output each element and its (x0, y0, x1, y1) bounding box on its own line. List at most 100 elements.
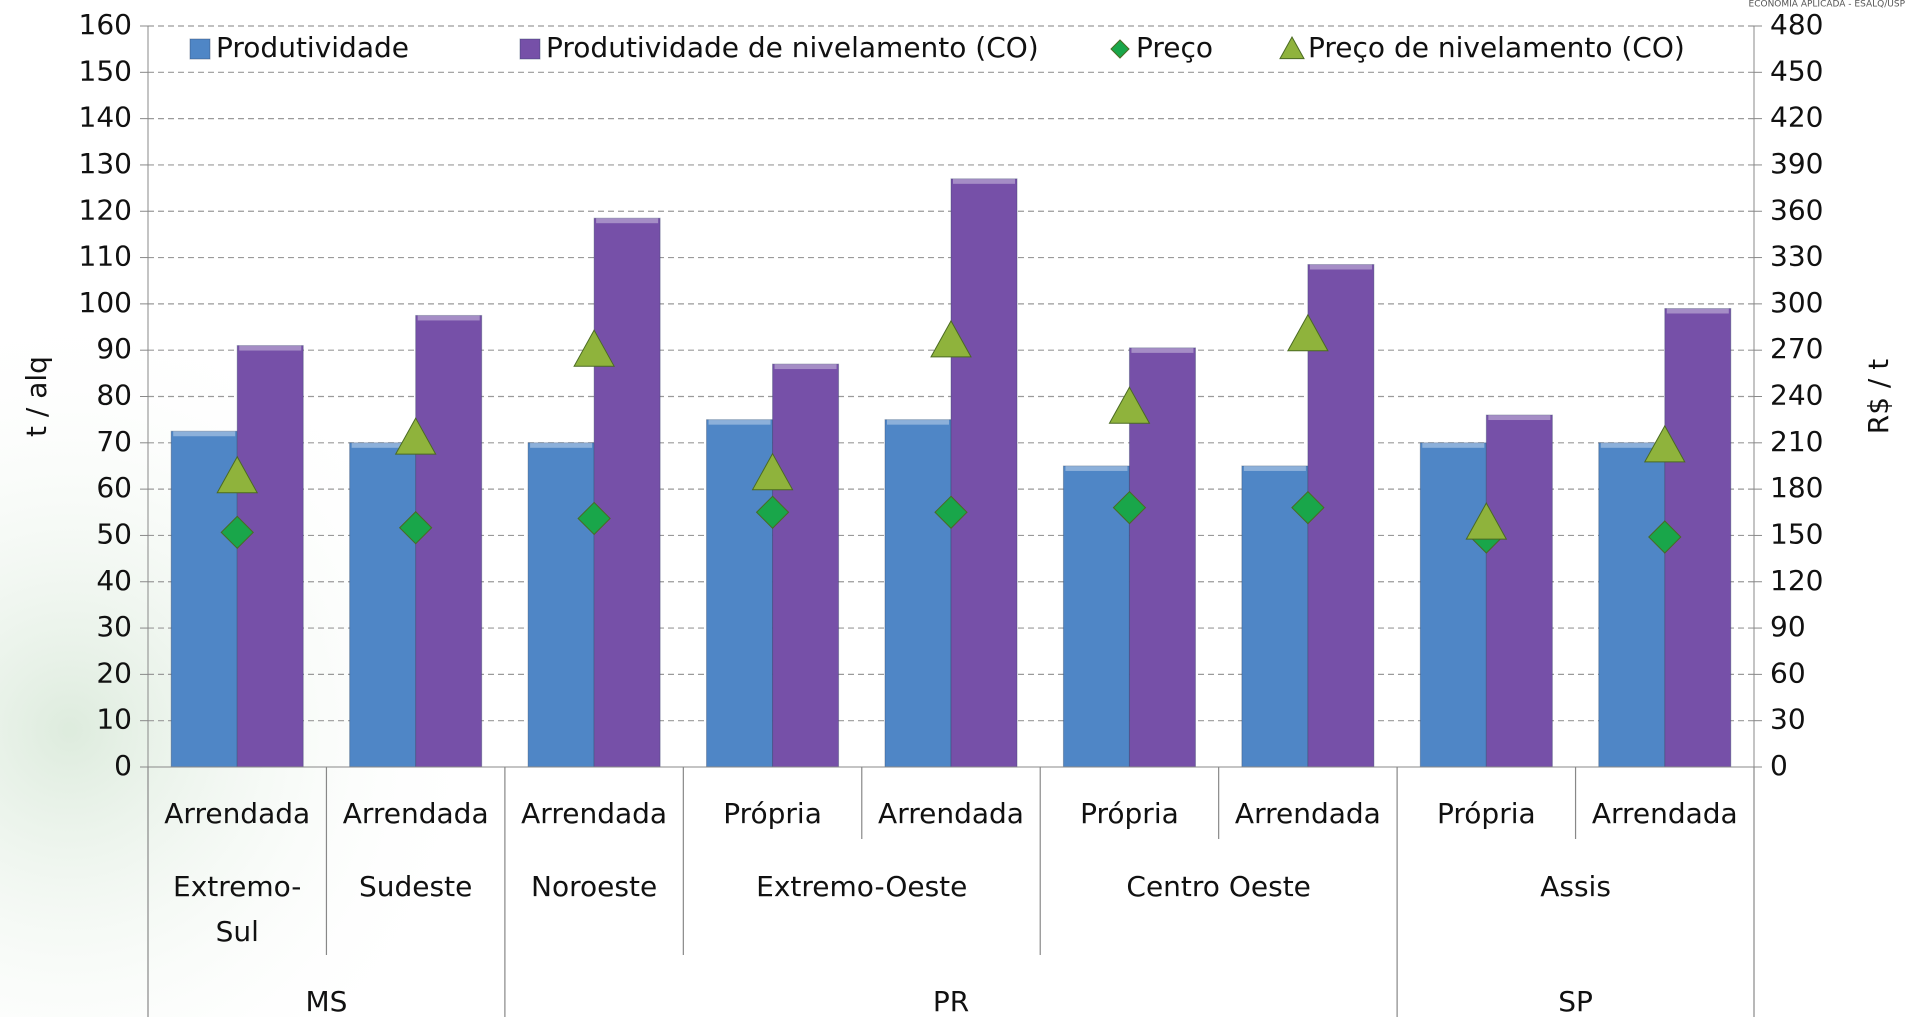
y2-tick-label: 180 (1770, 471, 1823, 504)
y2-tick-label: 360 (1770, 193, 1823, 226)
y2-tick-label: 390 (1770, 147, 1823, 180)
diamond-marker (577, 501, 611, 536)
bar (236, 345, 304, 768)
bar (1485, 414, 1553, 768)
triangle-marker (1287, 313, 1329, 352)
y2-tick-label: 480 (1770, 8, 1823, 41)
diamond-marker (1112, 490, 1147, 525)
bar (772, 363, 840, 768)
category-label: Arrendada (164, 797, 310, 830)
bar-highlight (774, 364, 837, 370)
y2-tick-label: 60 (1770, 656, 1806, 689)
y2-tick-label: 300 (1770, 286, 1823, 319)
legend-swatch (1110, 39, 1130, 59)
y2-tick-label: 240 (1770, 379, 1823, 412)
y-tick-label: 10 (96, 703, 132, 736)
bar (349, 442, 417, 768)
y-tick-label: 90 (96, 332, 132, 365)
diamond-marker (220, 515, 254, 550)
legend-swatch (1279, 35, 1305, 60)
bar (415, 314, 483, 768)
region-label: Extremo-Oeste (756, 870, 967, 903)
bar-highlight (417, 315, 480, 321)
y2-tick-label: 330 (1770, 240, 1823, 273)
category-label: Própria (1437, 797, 1536, 830)
y2-tick-label: 0 (1770, 749, 1788, 782)
logo-text: ECONOMIA APLICADA - ESALQ/USP (1749, 0, 1906, 10)
category-label: Arrendada (878, 797, 1024, 830)
category-label: Própria (723, 797, 822, 830)
legend-swatch (189, 38, 211, 60)
bar-highlight (1488, 415, 1551, 421)
y2-tick-label: 450 (1770, 54, 1823, 87)
triangle-marker (394, 417, 437, 455)
bar-highlight (530, 442, 593, 448)
y2-tick-label: 150 (1770, 517, 1823, 550)
bar-highlight (1422, 442, 1485, 448)
bar-highlight (708, 419, 771, 425)
group-label: MS (305, 985, 347, 1017)
triangle-marker (1465, 502, 1508, 540)
triangle-marker (930, 319, 972, 358)
region-label: Centro Oeste (1126, 870, 1311, 903)
legend-label: Preço (1136, 31, 1213, 64)
bar-highlight (1600, 442, 1663, 448)
region-label: Extremo-Sul (173, 870, 301, 948)
y2-axis-label: R$ / t (1862, 359, 1895, 435)
legend-label: Preço de nivelamento (CO) (1308, 31, 1685, 64)
y-tick-label: 100 (79, 286, 132, 319)
y-tick-label: 110 (79, 240, 132, 273)
y2-tick-label: 420 (1770, 101, 1823, 134)
y2-tick-label: 210 (1770, 425, 1823, 458)
category-label: Arrendada (343, 797, 489, 830)
category-label: Própria (1080, 797, 1179, 830)
group-label: SP (1558, 985, 1593, 1017)
diamond-marker (1648, 520, 1682, 554)
bar (1062, 465, 1130, 768)
category-label: Arrendada (1235, 797, 1381, 830)
legend-swatch (519, 38, 541, 60)
y-tick-label: 140 (79, 101, 132, 134)
y-tick-label: 20 (96, 656, 132, 689)
bar-highlight (1243, 465, 1306, 471)
bar-highlight (1131, 347, 1194, 353)
bar-highlight (596, 218, 659, 224)
category-label: Arrendada (521, 797, 667, 830)
triangle-marker (751, 452, 794, 491)
y-tick-label: 0 (114, 749, 132, 782)
bar-highlight (886, 419, 949, 425)
bar (593, 217, 661, 768)
bar (884, 419, 952, 768)
y-tick-label: 50 (96, 517, 132, 550)
y2-tick-label: 270 (1770, 332, 1823, 365)
bar (950, 178, 1018, 768)
y2-tick-label: 30 (1770, 703, 1806, 736)
y-tick-label: 40 (96, 564, 132, 597)
y-tick-label: 130 (79, 147, 132, 180)
region-label: Noroeste (531, 870, 657, 903)
group-label: PR (933, 985, 969, 1017)
region-label: Sudeste (359, 870, 472, 903)
y-tick-label: 60 (96, 471, 132, 504)
bar-highlight (351, 442, 414, 448)
triangle-marker (1643, 424, 1686, 463)
bar-highlight (1065, 465, 1128, 471)
bar (1419, 442, 1487, 768)
y-tick-label: 120 (79, 193, 132, 226)
bar-highlight (173, 431, 236, 437)
category-label: Arrendada (1592, 797, 1738, 830)
bar-highlight (953, 178, 1016, 184)
y-tick-label: 160 (79, 8, 132, 41)
bar-highlight (239, 345, 302, 351)
bar (527, 442, 595, 768)
bar (1598, 442, 1666, 768)
diamond-marker (934, 495, 968, 529)
y-tick-label: 30 (96, 610, 132, 643)
legend-label: Produtividade (216, 31, 409, 64)
diamond-marker (398, 511, 433, 545)
diamond-marker (755, 495, 790, 529)
bar-highlight (1666, 308, 1729, 314)
legend-label: Produtividade de nivelamento (CO) (546, 31, 1039, 64)
triangle-marker (573, 329, 615, 367)
